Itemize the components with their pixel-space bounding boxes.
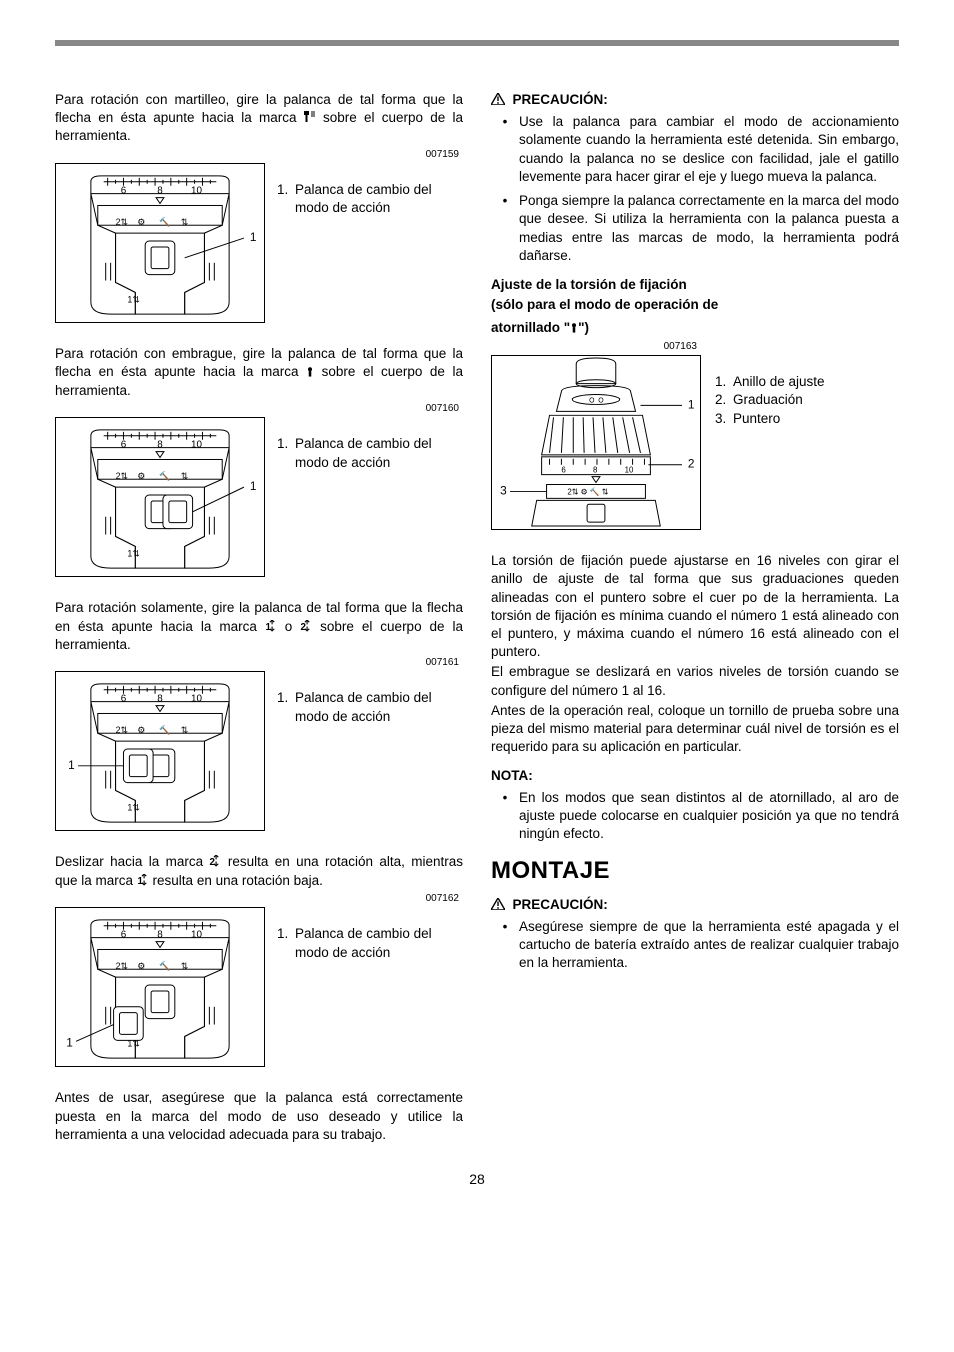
r-montaje: MONTAJE bbox=[491, 855, 899, 887]
r-precaucion-2: PRECAUCIÓN: bbox=[491, 896, 899, 914]
fig5-l2t: Graduación bbox=[733, 391, 899, 409]
figure-2: 1 1. Palanca de cambio del modo de acció… bbox=[55, 417, 463, 577]
r-warn-list-1: •Use la palanca para cambiar el modo de … bbox=[491, 113, 899, 265]
fig5-l3t: Puntero bbox=[733, 410, 899, 428]
r-nota1-txt: En los modos que sean distintos al de at… bbox=[519, 789, 899, 844]
r-nota-list: •En los modos que sean distintos al de a… bbox=[491, 789, 899, 844]
warning-icon bbox=[491, 92, 505, 107]
r-precaucion-2-txt: PRECAUCIÓN: bbox=[513, 897, 608, 912]
fig5-legend: 1.Anillo de ajuste 2.Graduación 3.Punter… bbox=[715, 355, 899, 428]
fig3-lnum: 1. bbox=[277, 689, 295, 725]
fig3-legend: 1. Palanca de cambio del modo de acción bbox=[277, 671, 463, 725]
l-p3-b: o bbox=[277, 619, 300, 634]
fig5-l2n: 2. bbox=[715, 391, 733, 409]
screw-icon bbox=[306, 364, 314, 379]
r-precaucion-1: PRECAUCIÓN: bbox=[491, 91, 899, 109]
fig5-id: 007163 bbox=[491, 340, 701, 354]
fig5-l1n: 1. bbox=[715, 373, 733, 391]
fig1-legend: 1. Palanca de cambio del modo de acción bbox=[277, 163, 463, 217]
r-sect-a: Ajuste de la torsión de fijación bbox=[491, 275, 899, 295]
figure-4: 1 1. Palanca de cambio del modo de acció… bbox=[55, 907, 463, 1067]
r-sect-b: (sólo para el modo de operación de bbox=[491, 295, 899, 315]
r-nota1: •En los modos que sean distintos al de a… bbox=[491, 789, 899, 844]
r-warn-list-2: •Asegúrese siempre de que la herramienta… bbox=[491, 918, 899, 973]
fig1-box: 1 bbox=[55, 163, 265, 323]
content-columns: Para rotación con martilleo, gire la pal… bbox=[55, 91, 899, 1146]
fig1-lnum: 1. bbox=[277, 181, 295, 217]
r-warn1-txt: Use la palanca para cambiar el modo de a… bbox=[519, 113, 899, 186]
svg-text:10: 10 bbox=[625, 466, 634, 475]
page-number: 28 bbox=[55, 1170, 899, 1189]
fig3-id: 007161 bbox=[55, 656, 463, 670]
drill2-icon-2 bbox=[209, 854, 221, 869]
fig5-l1t: Anillo de ajuste bbox=[733, 373, 899, 391]
fig5-l3n: 3. bbox=[715, 410, 733, 428]
svg-text:O O: O O bbox=[589, 398, 604, 405]
fig1-id: 007159 bbox=[55, 148, 463, 162]
hammer-icon bbox=[304, 110, 316, 125]
fig4-box: 1 bbox=[55, 907, 265, 1067]
svg-text:1: 1 bbox=[688, 398, 695, 412]
l-para-5: Antes de usar, asegúrese que la palanca … bbox=[55, 1089, 463, 1144]
figure-5: O O bbox=[491, 355, 899, 530]
r-body3: Antes de la operación real, coloque un t… bbox=[491, 702, 899, 757]
r-sect-c-b: ") bbox=[578, 320, 589, 335]
r-precaucion-1-txt: PRECAUCIÓN: bbox=[513, 92, 608, 107]
screw-icon-2 bbox=[570, 320, 578, 335]
svg-text:8: 8 bbox=[593, 466, 598, 475]
svg-text:3: 3 bbox=[500, 484, 507, 498]
svg-text:1: 1 bbox=[250, 479, 257, 493]
top-rule bbox=[55, 40, 899, 46]
r-warn3-txt: Asegúrese siempre de que la herramienta … bbox=[519, 918, 899, 973]
figure-3: 1 1. Palanca de cambio del modo de acció… bbox=[55, 671, 463, 831]
fig3-ltxt: Palanca de cambio del modo de acción bbox=[295, 689, 463, 725]
l-para-1: Para rotación con martilleo, gire la pal… bbox=[55, 91, 463, 146]
svg-text:1: 1 bbox=[66, 1036, 73, 1050]
l-p4-a: Deslizar hacia la marca bbox=[55, 854, 209, 869]
fig1-ltxt: Palanca de cambio del modo de acción bbox=[295, 181, 463, 217]
fig2-ltxt: Palanca de cambio del modo de acción bbox=[295, 435, 463, 471]
r-warn3: •Asegúrese siempre de que la herramienta… bbox=[491, 918, 899, 973]
fig4-legend: 1. Palanca de cambio del modo de acción bbox=[277, 907, 463, 961]
l-para-3: Para rotación solamente, gire la palanca… bbox=[55, 599, 463, 654]
fig2-lnum: 1. bbox=[277, 435, 295, 471]
drill1-icon bbox=[265, 619, 277, 634]
r-nota: NOTA: bbox=[491, 767, 899, 785]
fig2-id: 007160 bbox=[55, 402, 463, 416]
l-p4-c: resulta en una rotación baja. bbox=[149, 873, 323, 888]
l-para-2: Para rotación con embrague, gire la pala… bbox=[55, 345, 463, 400]
left-column: Para rotación con martilleo, gire la pal… bbox=[55, 91, 463, 1146]
fig2-box: 1 bbox=[55, 417, 265, 577]
r-sect-c: atornillado " ") bbox=[491, 318, 899, 338]
svg-text:2: 2 bbox=[688, 457, 695, 471]
svg-text:2⇅ ⚙ 🔨 ⇅: 2⇅ ⚙ 🔨 ⇅ bbox=[567, 487, 608, 497]
figure-1: 1 1. Palanca de cambio del modo de acció… bbox=[55, 163, 463, 323]
r-sect-c-a: atornillado " bbox=[491, 320, 570, 335]
svg-text:6: 6 bbox=[561, 466, 566, 475]
fig4-ltxt: Palanca de cambio del modo de acción bbox=[295, 925, 463, 961]
drill2-icon bbox=[300, 619, 312, 634]
right-column: PRECAUCIÓN: •Use la palanca para cambiar… bbox=[491, 91, 899, 1146]
r-warn2-txt: Ponga siempre la palanca correctamente e… bbox=[519, 192, 899, 265]
warning-icon-2 bbox=[491, 897, 505, 912]
fig2-legend: 1. Palanca de cambio del modo de acción bbox=[277, 417, 463, 471]
r-body1: La torsión de fijación puede ajustarse e… bbox=[491, 552, 899, 661]
svg-text:1: 1 bbox=[68, 758, 75, 772]
fig1-callout: 1 bbox=[250, 230, 257, 244]
r-warn2: •Ponga siempre la palanca correctamente … bbox=[491, 192, 899, 265]
r-body2: El embrague se deslizará en varios nivel… bbox=[491, 663, 899, 699]
r-warn1: •Use la palanca para cambiar el modo de … bbox=[491, 113, 899, 186]
fig3-box: 1 bbox=[55, 671, 265, 831]
drill1-icon-2 bbox=[137, 873, 149, 888]
fig4-id: 007162 bbox=[55, 892, 463, 906]
fig5-box: O O bbox=[491, 355, 701, 530]
l-para-4: Deslizar hacia la marca resulta en una r… bbox=[55, 853, 463, 889]
fig4-lnum: 1. bbox=[277, 925, 295, 961]
